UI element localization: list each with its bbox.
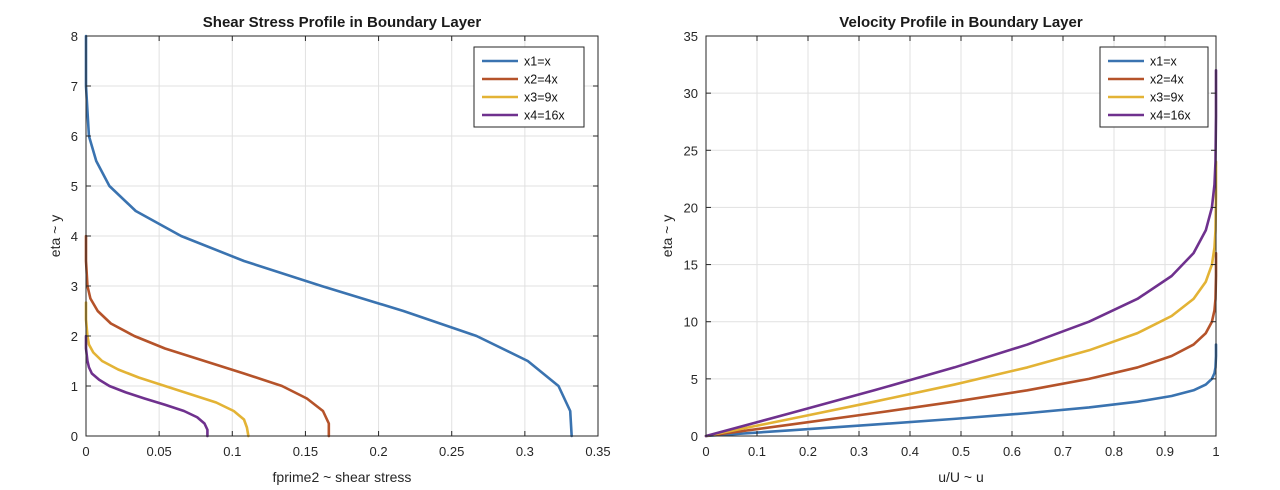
legend-entry-3: x3=9x (1150, 91, 1184, 105)
legend-entry-4: x4=16x (1150, 109, 1191, 123)
series-line-4 (84, 334, 209, 438)
y-tick-label: 5 (71, 179, 78, 194)
y-tick-label: 25 (684, 143, 698, 158)
x-tick-label: 0.2 (370, 444, 388, 459)
legend-entry-2: x2=4x (1150, 73, 1184, 87)
x-tick-label: 0.3 (850, 444, 868, 459)
y-tick-label: 7 (71, 79, 78, 94)
x-tick-label: 0.2 (799, 444, 817, 459)
x-axis-label: u/U ~ u (938, 469, 984, 485)
x-tick-label: 0.35 (585, 444, 610, 459)
x-tick-label: 0 (702, 444, 709, 459)
y-tick-label: 35 (684, 29, 698, 44)
x-tick-label: 0.4 (901, 444, 919, 459)
x-tick-label: 0.9 (1156, 444, 1174, 459)
y-tick-label: 15 (684, 258, 698, 273)
x-tick-label: 0.5 (952, 444, 970, 459)
legend-entry-1: x1=x (1150, 55, 1178, 69)
chart-title: Shear Stress Profile in Boundary Layer (203, 14, 482, 31)
legend-entry-2: x2=4x (524, 73, 558, 87)
chart-title: Velocity Profile in Boundary Layer (839, 14, 1083, 31)
series-line-3 (704, 160, 1218, 438)
x-tick-label: 0.1 (223, 444, 241, 459)
series-line-1 (84, 34, 573, 438)
y-tick-label: 4 (71, 229, 78, 244)
legend: x1=x x2=4x x3=9x x4=16x (1099, 46, 1209, 128)
y-tick-label: 6 (71, 129, 78, 144)
x-tick-label: 0.05 (146, 444, 171, 459)
x-axis-label: fprime2 ~ shear stress (273, 469, 412, 485)
series-line-2 (704, 251, 1218, 438)
x-tick-label: 0 (82, 444, 89, 459)
legend-entry-1: x1=x (524, 55, 552, 69)
y-tick-label: 8 (71, 29, 78, 44)
y-tick-label: 1 (71, 379, 78, 394)
y-tick-label: 5 (691, 372, 698, 387)
x-tick-label: 0.8 (1105, 444, 1123, 459)
x-tick-label: 0.1 (748, 444, 766, 459)
y-tick-label: 0 (71, 429, 78, 444)
chart-2: 0 0.1 0.2 0.3 0.4 0.5 0.6 0.7 0.8 0.9 105101520253… (659, 14, 1220, 485)
series-line-2 (84, 234, 331, 438)
legend: x1=x x2=4x x3=9x x4=16x (473, 46, 585, 128)
y-tick-label: 0 (691, 429, 698, 444)
legend-entry-4: x4=16x (524, 109, 565, 123)
y-tick-label: 10 (684, 315, 698, 330)
series-line-4 (704, 68, 1218, 438)
y-tick-label: 2 (71, 329, 78, 344)
series-line-1 (704, 343, 1218, 438)
series-line-3 (84, 301, 250, 438)
legend-entry-3: x3=9x (524, 91, 558, 105)
y-axis-label: eta ~ y (659, 215, 675, 257)
x-tick-label: 0.15 (293, 444, 318, 459)
x-tick-label: 0.25 (439, 444, 464, 459)
x-tick-label: 1 (1212, 444, 1219, 459)
chart-1: 0 0.05 0.1 0.15 0.2 0.25 0.3 0.35 0 1 2 3 4 5 6 7 8 Shear… (47, 14, 611, 485)
x-tick-label: 0.6 (1003, 444, 1021, 459)
x-tick-label: 0.7 (1054, 444, 1072, 459)
y-tick-label: 30 (684, 86, 698, 101)
x-tick-label: 0.3 (516, 444, 534, 459)
y-axis-label: eta ~ y (47, 215, 63, 257)
y-tick-label: 3 (71, 279, 78, 294)
y-tick-label: 20 (684, 200, 698, 215)
